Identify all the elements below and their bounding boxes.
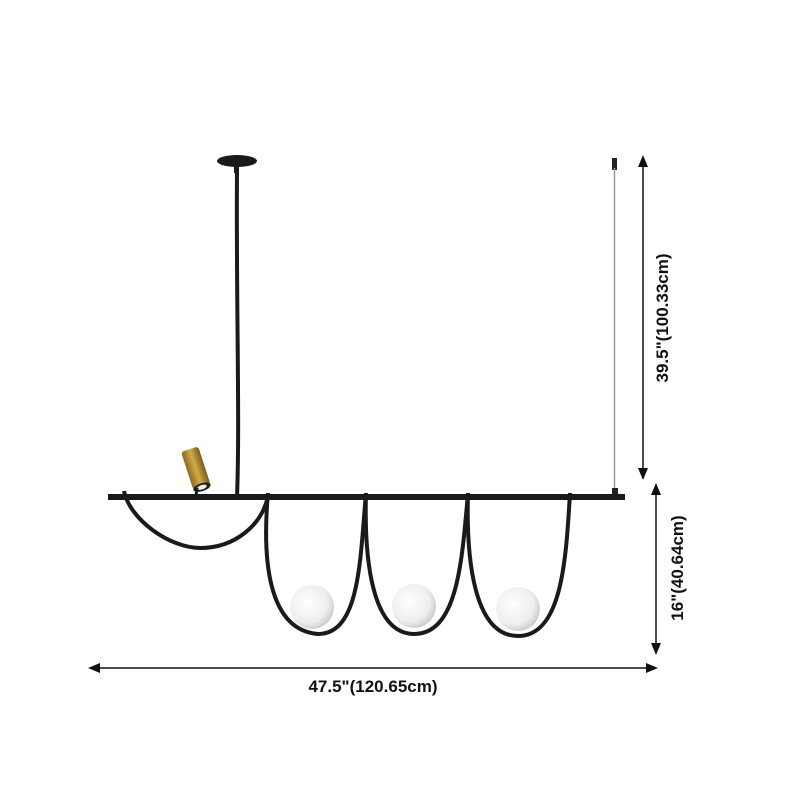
globe xyxy=(392,584,436,628)
lamp xyxy=(108,155,625,639)
canopy-neck xyxy=(234,163,239,173)
rod xyxy=(234,169,241,498)
dimension-lines xyxy=(88,155,661,673)
spotlight-arm xyxy=(194,487,199,497)
loop xyxy=(363,492,470,637)
loop xyxy=(465,492,572,639)
loop xyxy=(264,492,368,637)
swag xyxy=(122,490,270,551)
globe xyxy=(496,587,540,631)
wire-clip xyxy=(612,158,617,170)
drop-height-label: 39.5"(100.33cm) xyxy=(653,253,672,382)
wire-grip xyxy=(612,488,618,496)
fixture-height-label: 16"(40.64cm) xyxy=(668,515,687,620)
width-label: 47.5"(120.65cm) xyxy=(308,677,437,696)
globe xyxy=(290,585,334,629)
canopy xyxy=(217,155,257,167)
